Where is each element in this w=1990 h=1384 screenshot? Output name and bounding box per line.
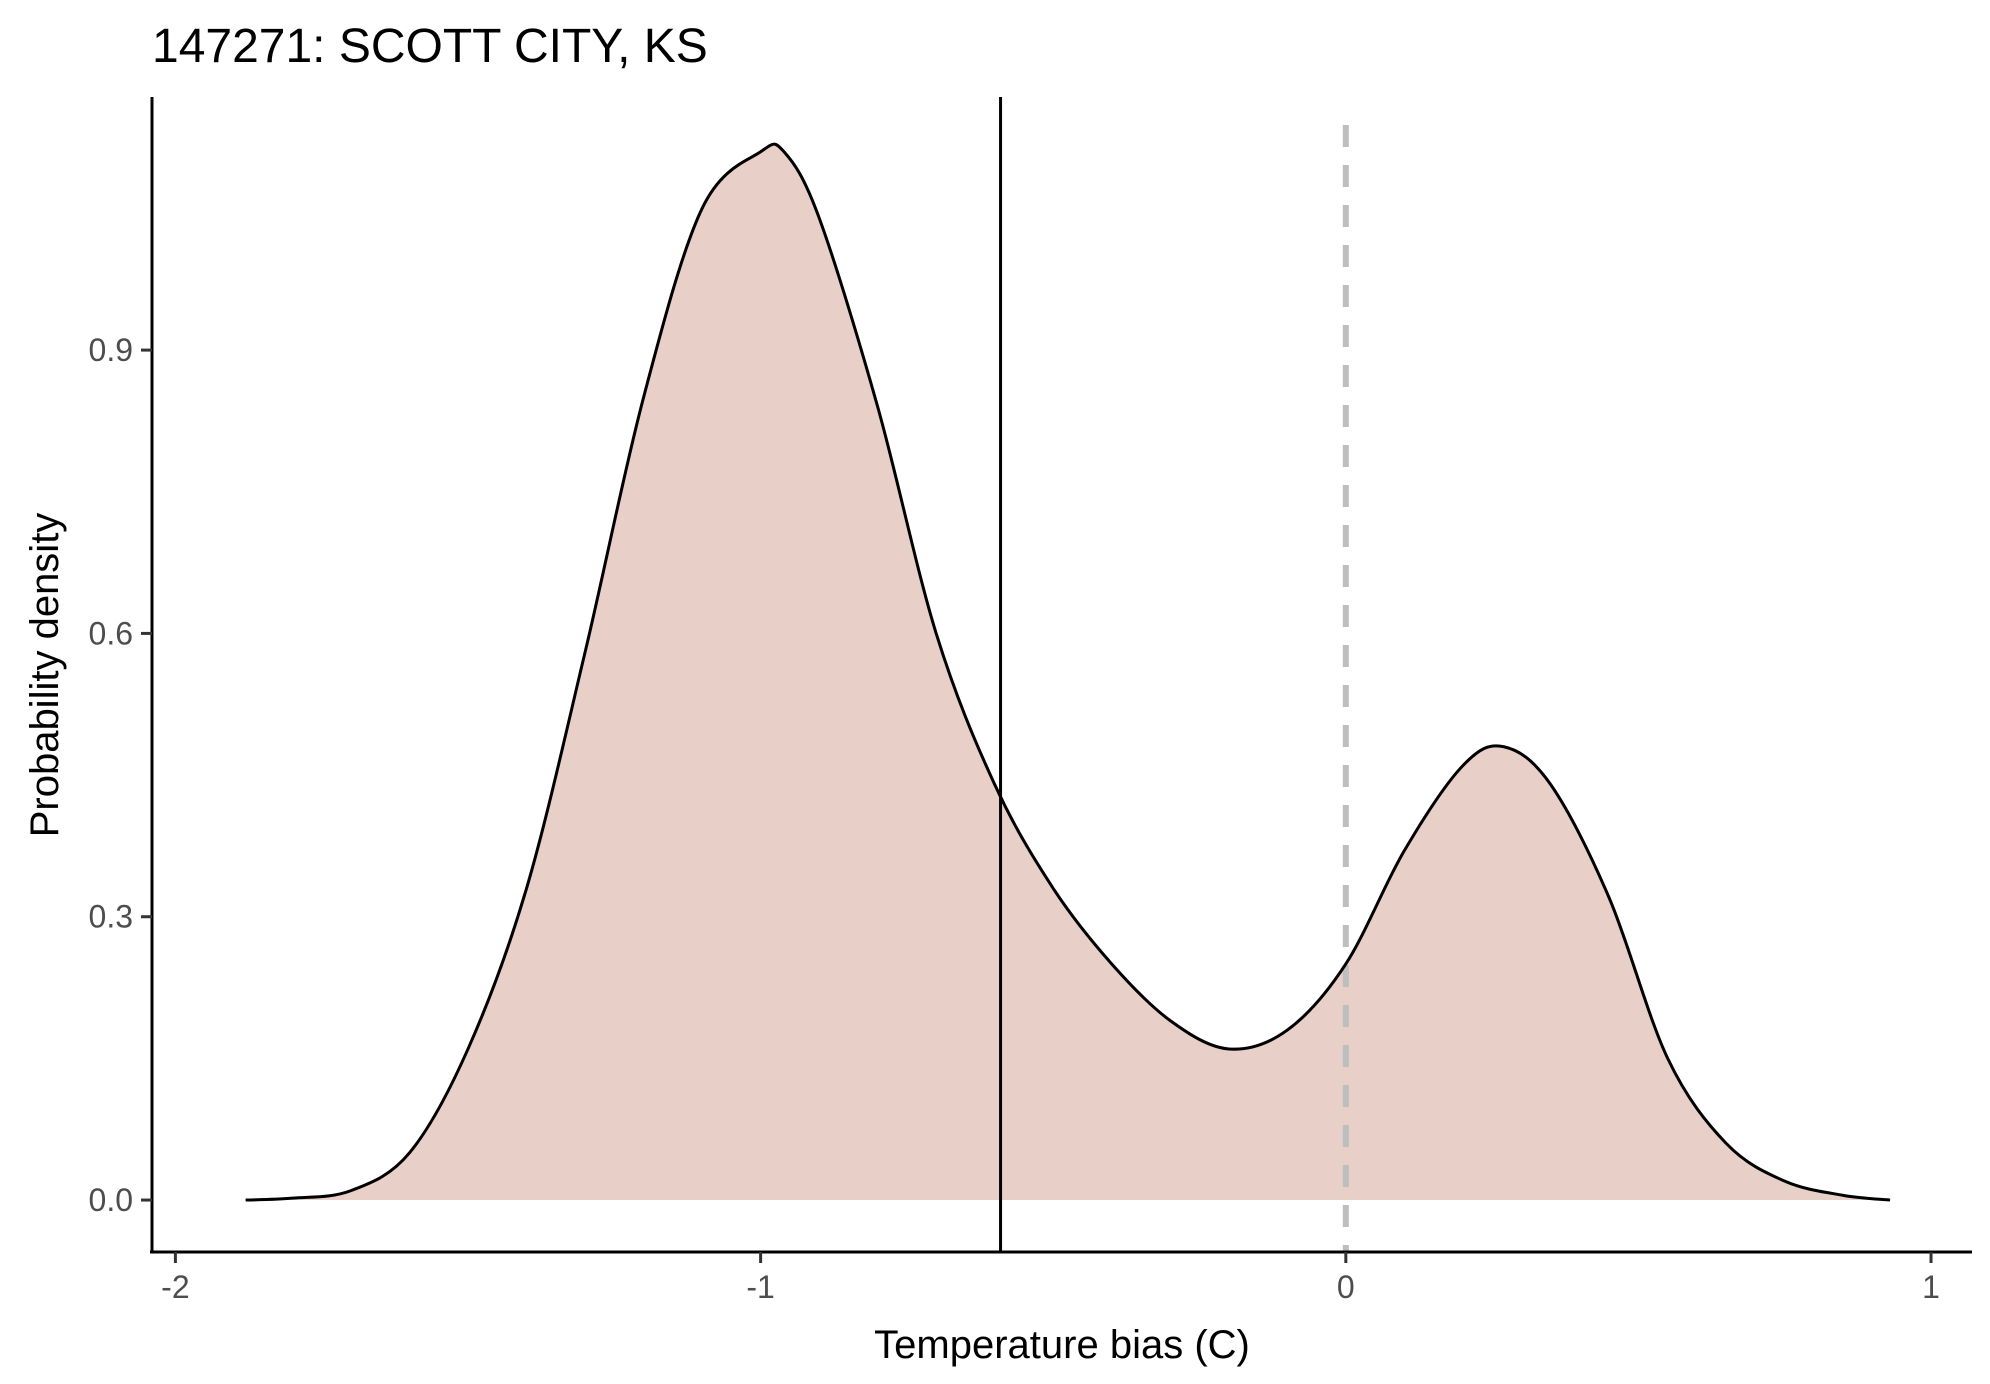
density-curve [245, 142, 1891, 1202]
plot-area [245, 97, 1891, 1252]
y-axis-title: Probability density [23, 513, 67, 838]
y-axis-ticks: 0.0 0.3 0.6 0.9 [89, 332, 152, 1218]
density-area [245, 144, 1891, 1201]
y-tick-label: 0.3 [89, 899, 133, 935]
chart-title: 147271: SCOTT CITY, KS [152, 20, 708, 73]
x-tick-label: 1 [1922, 1269, 1940, 1305]
x-axis-ticks: -2 -1 0 1 [161, 1252, 1940, 1305]
x-tick-label: -2 [161, 1269, 189, 1305]
y-tick-label: 0.6 [89, 615, 133, 651]
y-tick-label: 0.9 [89, 332, 133, 368]
x-tick-label: -1 [746, 1269, 774, 1305]
y-tick-label: 0.0 [89, 1182, 133, 1218]
x-axis-title: Temperature bias (C) [874, 1323, 1250, 1367]
x-tick-label: 0 [1337, 1269, 1355, 1305]
